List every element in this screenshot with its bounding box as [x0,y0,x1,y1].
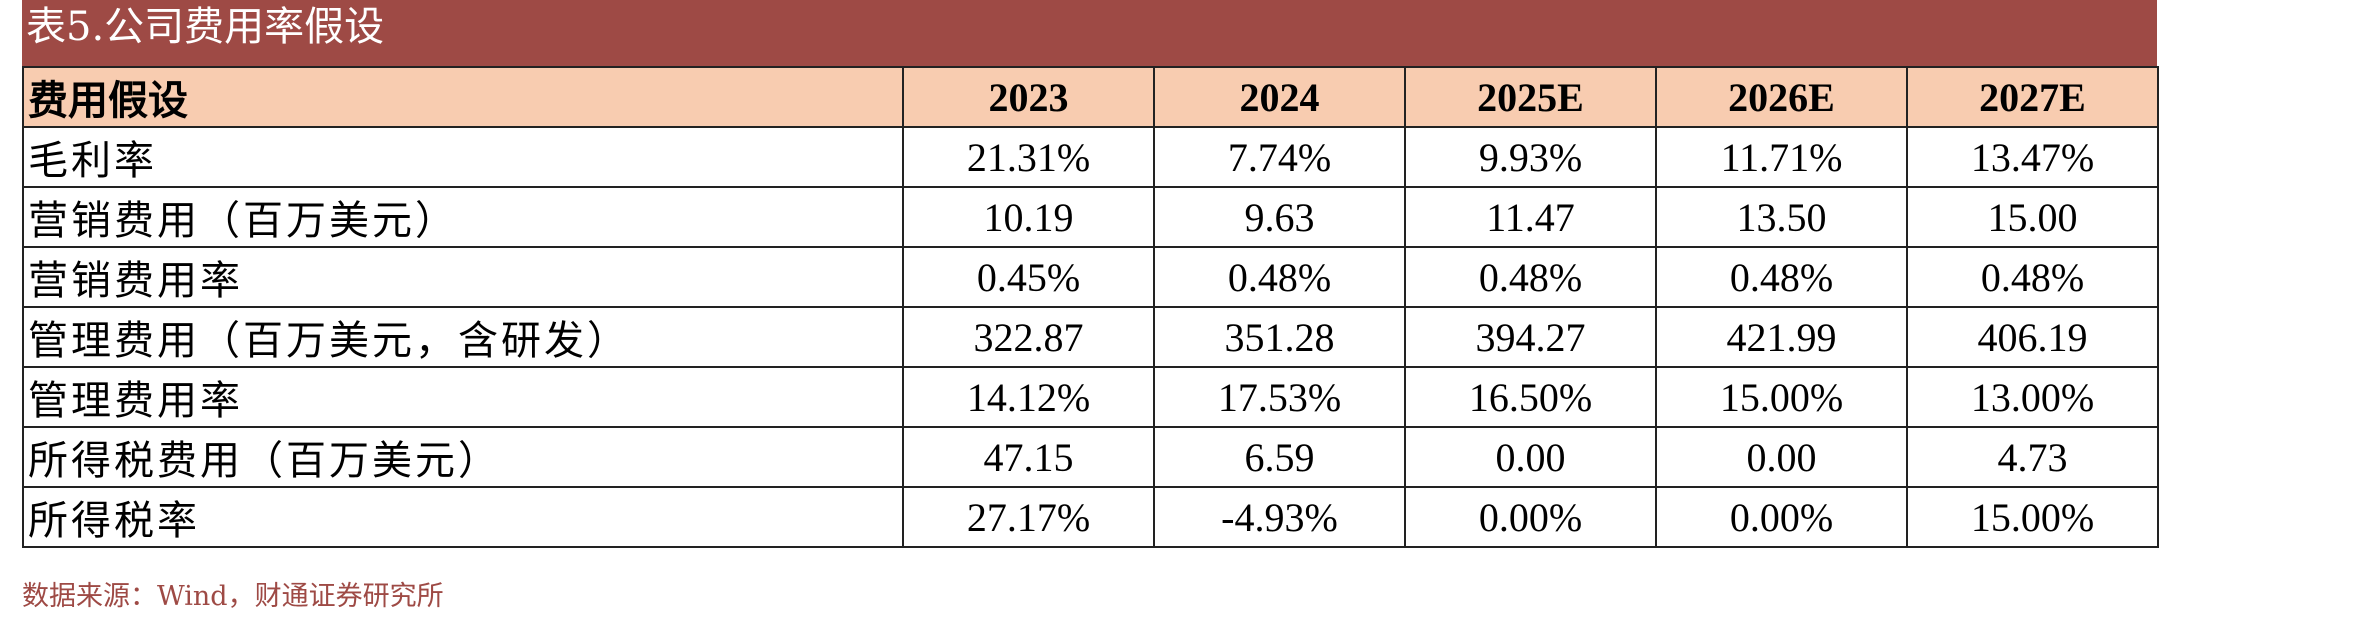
header-year: 2026E [1655,66,1908,128]
table-cell: 27.17% [902,486,1155,548]
header-label: 费用假设 [22,66,904,128]
table-cell: 0.00% [1655,486,1908,548]
table-cell: 4.73 [1906,426,2159,488]
table-cell: 7.74% [1153,126,1406,188]
table-cell: 0.48% [1655,246,1908,308]
row-label: 营销费用率 [22,246,904,308]
table-cell: 351.28 [1153,306,1406,368]
header-year: 2023 [902,66,1155,128]
table-cell: 11.71% [1655,126,1908,188]
table-cell: 9.93% [1404,126,1657,188]
table-cell: 0.48% [1153,246,1406,308]
row-label: 毛利率 [22,126,904,188]
table-title: 表5.公司费用率假设 [22,0,2157,66]
header-year: 2025E [1404,66,1657,128]
header-year: 2027E [1906,66,2159,128]
table-cell: -4.93% [1153,486,1406,548]
table-cell: 0.00 [1655,426,1908,488]
table-cell: 47.15 [902,426,1155,488]
table-cell: 13.47% [1906,126,2159,188]
table-cell: 394.27 [1404,306,1657,368]
table-cell: 11.47 [1404,186,1657,248]
row-label: 管理费用（百万美元，含研发） [22,306,904,368]
table-cell: 15.00% [1655,366,1908,428]
header-row: 费用假设 2023 2024 2025E 2026E 2027E [22,66,2159,128]
table-row: 所得税费用（百万美元） 47.15 6.59 0.00 0.00 4.73 [22,426,2159,488]
row-label: 所得税率 [22,486,904,548]
row-label: 所得税费用（百万美元） [22,426,904,488]
table-cell: 0.00% [1404,486,1657,548]
table-cell: 0.48% [1906,246,2159,308]
table-cell: 13.50 [1655,186,1908,248]
source-note: 数据来源：Wind，财通证券研究所 [22,581,444,612]
table-cell: 15.00% [1906,486,2159,548]
table-cell: 9.63 [1153,186,1406,248]
table-cell: 6.59 [1153,426,1406,488]
table-cell: 14.12% [902,366,1155,428]
table-row: 营销费用率 0.45% 0.48% 0.48% 0.48% 0.48% [22,246,2159,308]
table-cell: 10.19 [902,186,1155,248]
table-row: 管理费用率 14.12% 17.53% 16.50% 15.00% 13.00% [22,366,2159,428]
table-cell: 21.31% [902,126,1155,188]
expense-assumption-table: 费用假设 2023 2024 2025E 2026E 2027E 毛利率 21.… [22,66,2159,548]
table-row: 毛利率 21.31% 7.74% 9.93% 11.71% 13.47% [22,126,2159,188]
table-cell: 16.50% [1404,366,1657,428]
row-label: 管理费用率 [22,366,904,428]
table-row: 管理费用（百万美元，含研发） 322.87 351.28 394.27 421.… [22,306,2159,368]
table-cell: 0.48% [1404,246,1657,308]
row-label: 营销费用（百万美元） [22,186,904,248]
table-cell: 17.53% [1153,366,1406,428]
table-cell: 0.00 [1404,426,1657,488]
table-row: 所得税率 27.17% -4.93% 0.00% 0.00% 15.00% [22,486,2159,548]
table-row: 营销费用（百万美元） 10.19 9.63 11.47 13.50 15.00 [22,186,2159,248]
table-cell: 15.00 [1906,186,2159,248]
table-cell: 421.99 [1655,306,1908,368]
table-cell: 322.87 [902,306,1155,368]
table-cell: 0.45% [902,246,1155,308]
table-cell: 13.00% [1906,366,2159,428]
table-cell: 406.19 [1906,306,2159,368]
header-year: 2024 [1153,66,1406,128]
